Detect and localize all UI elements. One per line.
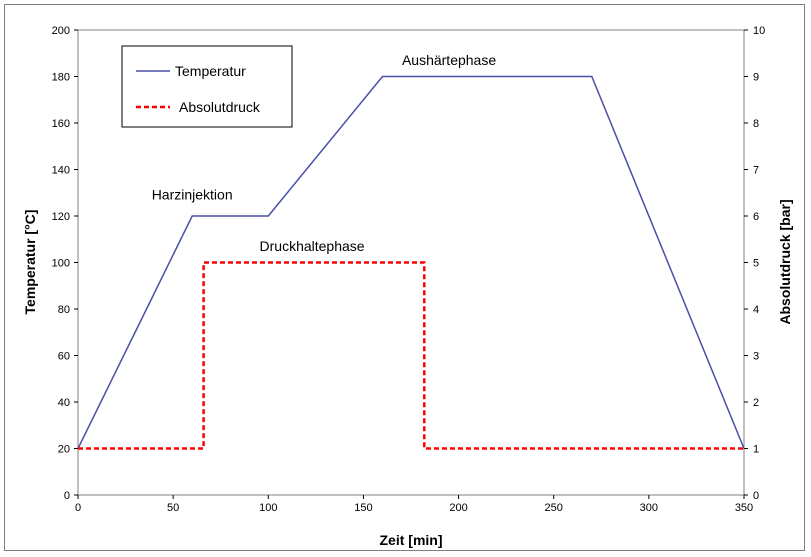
- x-tick-label: 200: [449, 502, 467, 514]
- left-axis-ticks: 0 20 40 60 80 100 120 140 160 180 200: [52, 25, 78, 502]
- legend: Temperatur Absolutdruck: [121, 45, 293, 128]
- y-right-tick-label: 3: [753, 351, 759, 363]
- series-line-temperatur: [77, 75, 745, 449]
- annotation-label: Druckhaltephase: [260, 238, 365, 254]
- y-right-tick-label: 7: [753, 165, 759, 177]
- legend-box: [121, 45, 293, 128]
- series-line-absolutdruck: [78, 261, 744, 450]
- y-right-tick-label: 9: [753, 72, 759, 84]
- x-axis-ticks: 0 50 100 150 200 250 300 350: [75, 495, 753, 514]
- x-tick-label: 250: [545, 502, 563, 514]
- annotation-label: Harzinjektion: [152, 187, 233, 203]
- y-right-tick-label: 6: [753, 211, 759, 223]
- y-right-tick-label: 0: [753, 490, 759, 502]
- x-tick-label: 150: [354, 502, 372, 514]
- legend-label-absolutdruck: Absolutdruck: [179, 99, 261, 115]
- x-tick-label: 300: [640, 502, 658, 514]
- annotations: Harzinjektion Druckhaltephase Aushärtephas…: [152, 52, 497, 254]
- y-left-tick-label: 20: [58, 444, 70, 456]
- y-right-tick-label: 1: [753, 444, 759, 456]
- y-right-tick-label: 4: [753, 304, 759, 316]
- x-tick-label: 100: [259, 502, 277, 514]
- y-left-tick-label: 0: [64, 490, 70, 502]
- y-left-tick-label: 120: [52, 211, 70, 223]
- annotation-label: Aushärtephase: [402, 52, 496, 68]
- y-left-tick-label: 200: [52, 25, 70, 37]
- chart-frame: 0 20 40 60 80 100 120 140 160 180 200 0 1 2 3 4 5 6 7 8 9 10…: [4, 4, 805, 551]
- y-left-tick-label: 140: [52, 165, 70, 177]
- series-layer: [77, 75, 745, 450]
- y-left-tick-label: 160: [52, 118, 70, 130]
- y-right-axis-title: Absolutdruck [bar]: [777, 199, 793, 324]
- x-tick-label: 0: [75, 502, 81, 514]
- y-left-tick-label: 80: [58, 304, 70, 316]
- y-left-tick-label: 180: [52, 72, 70, 84]
- right-axis-ticks: 0 1 2 3 4 5 6 7 8 9 10: [744, 25, 765, 502]
- y-right-tick-label: 2: [753, 397, 759, 409]
- y-right-tick-label: 8: [753, 118, 759, 130]
- legend-label-temperatur: Temperatur: [175, 63, 246, 79]
- y-right-tick-label: 10: [753, 25, 765, 37]
- x-tick-label: 350: [735, 502, 753, 514]
- x-axis-title: Zeit [min]: [380, 532, 443, 548]
- x-tick-label: 50: [167, 502, 179, 514]
- y-left-tick-label: 100: [52, 258, 70, 270]
- y-left-axis-title: Temperatur [°C]: [22, 210, 38, 315]
- y-left-tick-label: 40: [58, 397, 70, 409]
- y-right-tick-label: 5: [753, 258, 759, 270]
- y-left-tick-label: 60: [58, 351, 70, 363]
